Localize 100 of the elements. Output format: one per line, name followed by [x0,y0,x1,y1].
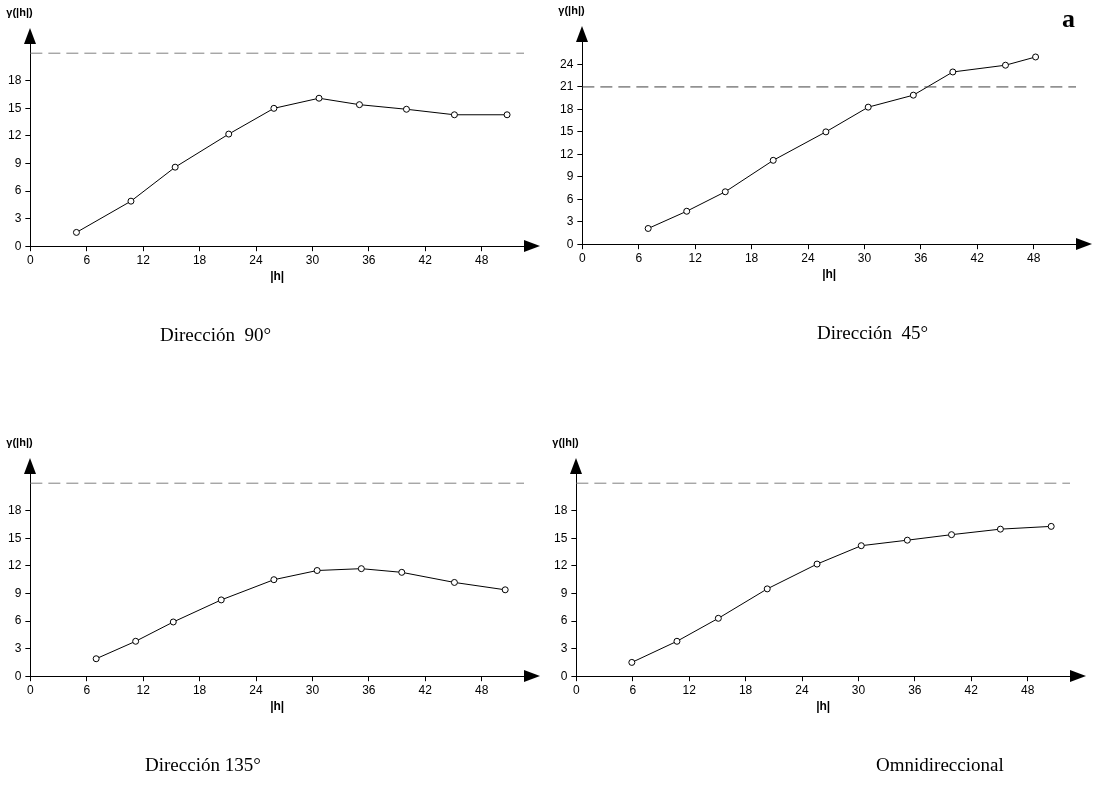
point [769,156,777,164]
x-tick-label: 18 [192,252,207,267]
y-tick-label: 18 [553,503,568,518]
y-tick-label: 18 [7,503,22,518]
point [132,637,140,645]
point [72,228,80,236]
x-tick-label: 42 [970,250,985,265]
point [1001,61,1009,69]
x-tick-label: 0 [27,252,34,267]
x-tick-label: 24 [249,252,264,267]
point [92,655,100,663]
x-tick-label: 48 [1027,250,1041,265]
point [270,104,278,112]
point [503,111,511,119]
y-axis-title: γ(|h|) [552,436,579,448]
x-tick-label: 48 [1021,682,1035,697]
x-tick-label: 6 [629,682,637,697]
point [1047,522,1055,530]
point [721,188,729,196]
point [673,637,681,645]
x-tick-label: 18 [744,250,759,265]
x-tick-label: 30 [305,252,320,267]
y-tick-label: 18 [7,73,22,88]
point [450,111,458,119]
y-tick-label: 21 [559,79,574,94]
point [822,128,830,136]
x-tick-label: 12 [136,682,151,697]
y-tick-label: 6 [560,613,568,628]
point [171,163,179,171]
x-tick-label: 12 [682,682,697,697]
point [628,658,636,666]
x-tick-label: 24 [801,250,816,265]
y-tick-label: 6 [14,613,22,628]
point [313,567,321,575]
x-tick-label: 36 [914,250,928,265]
y-tick-label: 15 [7,100,22,115]
x-axis-title: |h| [270,269,285,284]
x-tick-label: 36 [908,682,922,697]
y-tick-label: 6 [566,191,574,206]
x-tick-label: 42 [418,682,433,697]
y-tick-label: 3 [560,640,568,655]
x-tick-label: 42 [418,252,433,267]
point [501,586,509,594]
y-tick-label: 3 [14,640,22,655]
y-tick-label: 0 [560,668,568,683]
y-axis-title: γ(|h|) [6,436,33,448]
y-tick-label: 9 [14,155,22,170]
point [644,224,652,232]
y-tick-label: 15 [559,124,574,139]
y-tick-label: 0 [14,238,22,253]
y-tick-label: 12 [7,128,22,143]
x-tick-label: 6 [83,682,91,697]
point [949,68,957,76]
y-tick-label: 18 [559,101,574,116]
x-tick-label: 24 [249,682,264,697]
point [813,560,821,568]
x-tick-label: 24 [795,682,810,697]
y-axis-title: γ(|h|) [6,6,33,18]
y-tick-label: 9 [566,169,574,184]
x-tick-label: 42 [964,682,979,697]
y-tick-label: 15 [7,530,22,545]
point [450,578,458,586]
y-tick-label: 24 [559,56,574,71]
text: Dirección 135° [145,754,261,776]
point [398,568,406,576]
point [948,531,956,539]
point [857,542,865,550]
x-tick-label: 18 [738,682,753,697]
x-tick-label: 18 [192,682,207,697]
point [217,596,225,604]
y-tick-label: 3 [14,210,22,225]
point [225,130,233,138]
x-axis-title: |h| [816,699,831,714]
point [169,618,177,626]
y-tick-label: 12 [7,558,22,573]
y-tick-label: 15 [553,530,568,545]
text: Omnidireccional [876,754,1004,776]
x-tick-label: 48 [475,682,489,697]
point [864,103,872,111]
point [763,585,771,593]
x-tick-label: 48 [475,252,489,267]
x-tick-label: 0 [579,250,586,265]
x-tick-label: 6 [83,252,91,267]
y-tick-label: 9 [560,585,568,600]
x-tick-label: 30 [851,682,866,697]
x-tick-label: 36 [362,252,376,267]
point [357,565,365,573]
x-tick-label: 0 [27,682,34,697]
text: a [1062,4,1075,34]
point [355,101,363,109]
y-tick-label: 0 [566,236,574,251]
y-axis-title: γ(|h|) [558,4,585,16]
x-tick-label: 12 [136,252,151,267]
point [270,576,278,584]
y-tick-label: 9 [14,585,22,600]
text: Dirección 90° [160,324,272,346]
point [402,105,410,113]
x-tick-label: 30 [857,250,872,265]
point [903,536,911,544]
y-tick-label: 12 [559,146,574,161]
